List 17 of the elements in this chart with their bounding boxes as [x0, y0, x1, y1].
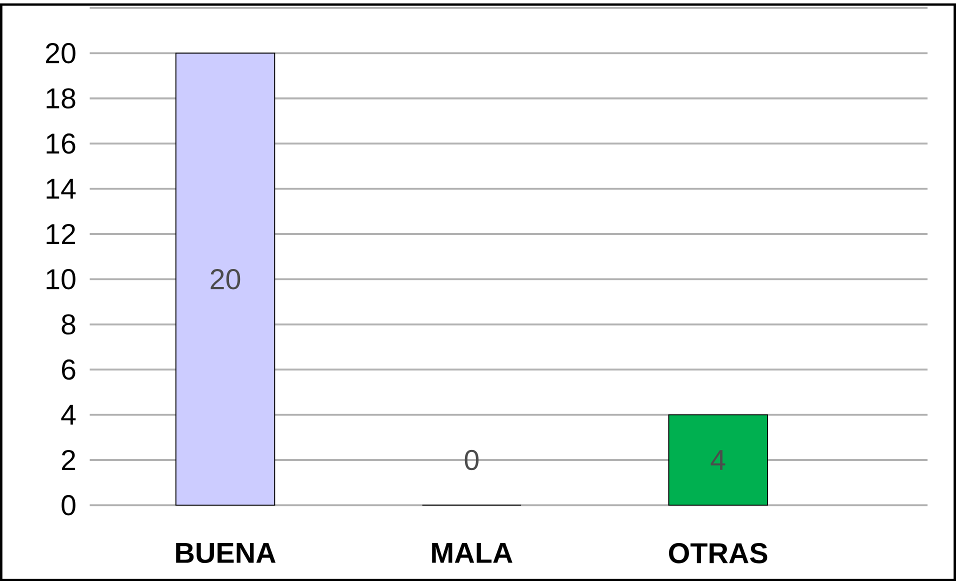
- y-tick-label: 2: [62, 450, 76, 470]
- data-label: 0: [464, 450, 479, 470]
- y-tick-label: 12: [46, 224, 76, 244]
- data-label: 20: [210, 268, 240, 290]
- y-tick-label: 18: [46, 88, 76, 108]
- x-tick-label: MALA: [432, 542, 512, 563]
- y-tick-label: 4: [61, 404, 76, 425]
- y-tick-label: 14: [46, 178, 76, 199]
- data-label: 4: [710, 450, 726, 470]
- y-tick-label: 10: [46, 268, 76, 290]
- y-tick-label: 8: [62, 314, 76, 334]
- y-tick-label: 6: [62, 359, 76, 380]
- y-tick-label: 20: [46, 42, 76, 64]
- y-tick-label: 0: [62, 494, 76, 516]
- x-tick-label: OTRAS: [668, 542, 768, 564]
- y-tick-label: 16: [46, 133, 76, 154]
- x-tick-label: BUENA: [176, 542, 276, 563]
